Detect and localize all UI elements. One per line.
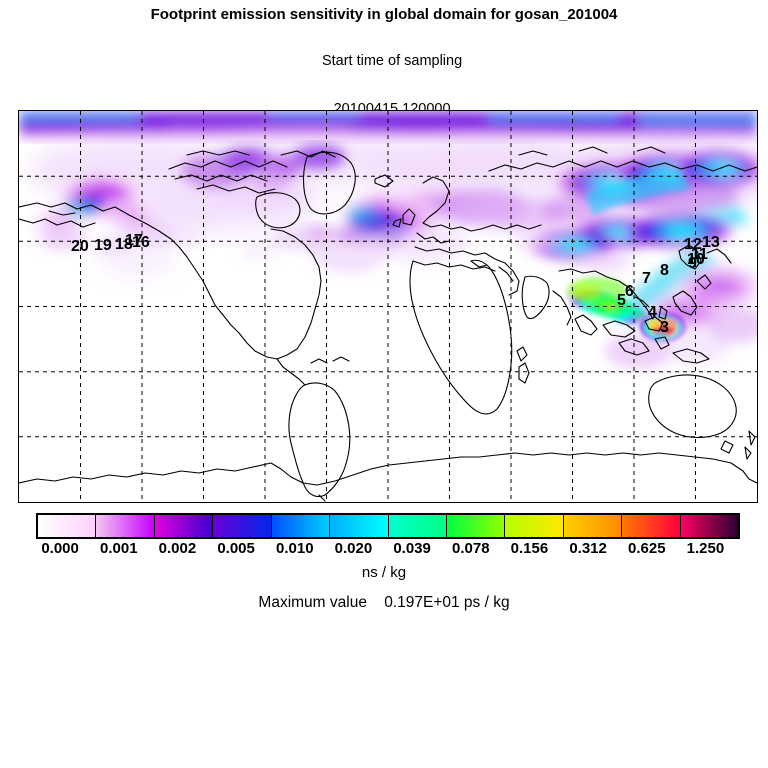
graticule-grid [19, 111, 757, 502]
trajectory-point-label: 16 [132, 234, 150, 251]
trajectory-label-layer: 3 4 5 6 7 8 9 10 11 12 13 16 17 18 19 20 [19, 111, 757, 502]
trajectory-point-label: 5 [617, 292, 626, 309]
trajectory-point-label: 17 [125, 232, 143, 249]
colorbar-segment [562, 515, 622, 537]
colorbar-segment [504, 515, 563, 537]
colorbar-tick-label: 0.002 [158, 540, 197, 557]
trajectory-point-label: 20 [71, 238, 89, 255]
colorbar-tick-label: 0.000 [41, 540, 79, 557]
colorbar-segment [679, 515, 739, 537]
colorbar-tick-label: 0.078 [452, 540, 490, 557]
trajectory-point-label: 19 [94, 237, 112, 254]
colorbar-segment [95, 515, 154, 537]
colorbar-tick-labels: 0.000 0.001 0.002 0.005 0.010 0.020 0.039 0.078… [0, 540, 768, 558]
colorbar-tick-label: 0.005 [217, 540, 255, 557]
footprint-map[interactable]: 3 4 5 6 7 8 9 10 11 12 13 16 17 18 19 20 [18, 110, 758, 503]
page-title: Footprint emission sensitivity in global… [150, 6, 618, 23]
maximum-value-label: Maximum value [258, 594, 367, 611]
start-time-label: Start time of sampling [321, 53, 463, 69]
colorbar[interactable] [36, 513, 740, 539]
colorbar-tick-label: 0.312 [569, 540, 607, 557]
maximum-value-number: 0.197E+01 ps / kg [384, 594, 510, 611]
trajectory-point-label: 8 [660, 262, 669, 279]
trajectory-point-label: 4 [648, 304, 657, 321]
colorbar-tick-label: 0.010 [276, 540, 314, 557]
colorbar-segment [38, 515, 96, 537]
colorbar-segment [387, 515, 446, 537]
trajectory-point-label: 7 [642, 270, 651, 287]
trajectory-point-label: 12 [684, 236, 702, 253]
colorbar-segment [270, 515, 330, 537]
colorbar-tick-label: 0.625 [628, 540, 666, 557]
trajectory-point-label: 10 [687, 251, 705, 268]
coastline-layer [19, 146, 757, 502]
colorbar-tick-label: 0.156 [510, 540, 549, 557]
colorbar-unit-label: ns / kg [361, 564, 407, 581]
trajectory-point-label: 9 [688, 255, 697, 272]
colorbar-tick-label: 1.250 [686, 540, 725, 557]
trajectory-point-label: 13 [702, 234, 720, 251]
colorbar-segment [329, 515, 388, 537]
trajectory-point-label: 11 [691, 246, 708, 263]
colorbar-tick-label: 0.020 [334, 540, 373, 557]
trajectory-point-label: 18 [115, 236, 133, 253]
colorbar-segment [445, 515, 505, 537]
colorbar-tick-label: 0.001 [100, 540, 138, 557]
colorbar-tick-label: 0.039 [393, 540, 431, 557]
trajectory-point-label: 6 [625, 283, 634, 300]
colorbar-segment [212, 515, 271, 537]
colorbar-segment [621, 515, 680, 537]
colorbar-segment [153, 515, 213, 537]
trajectory-point-label: 3 [660, 319, 669, 336]
maximum-value-line: Maximum value 0.197E+01 ps / kg [0, 592, 768, 614]
